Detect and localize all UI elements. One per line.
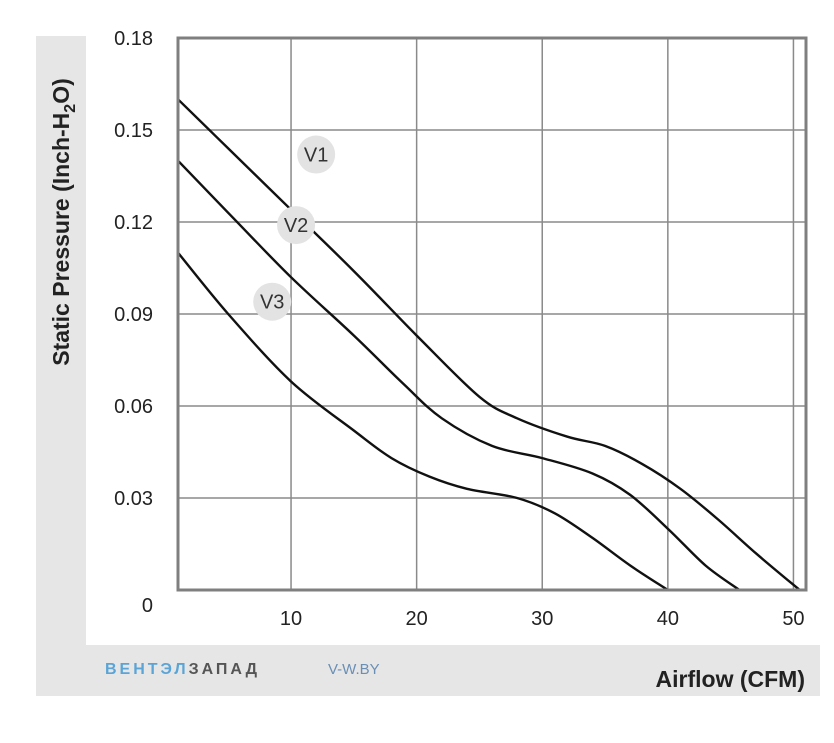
y-tick-label: 0.03 [114, 488, 153, 510]
y-tick-label: 0.15 [114, 120, 153, 142]
curve-label-v3: V3 [253, 282, 292, 321]
chart-frame-bottom [36, 645, 820, 696]
y-axis-label: Static Pressure (Inch-H2O) [48, 78, 79, 366]
plot-border [176, 36, 808, 592]
y-tick-label: 0 [142, 595, 153, 617]
curve-label-circle [277, 206, 316, 245]
curve-labels: V1 V2 V3 [253, 135, 336, 321]
x-tick-label: 40 [657, 608, 679, 630]
y-tick-label: 0.12 [114, 212, 153, 234]
x-tick-label: 10 [280, 608, 302, 630]
grid-lines [178, 38, 806, 590]
y-tick-label: 0.18 [114, 28, 153, 50]
x-tick-label: 20 [406, 608, 428, 630]
brand-url: V-W.BY [328, 661, 380, 678]
tick-labels: 10 20 30 40 50 0 0.03 0.06 0.09 0.12 0.15 0.18 [114, 28, 805, 630]
chart-frame-left [36, 36, 86, 696]
brand-name-part1: ВЕНТЭЛ [105, 661, 189, 678]
x-tick-label: 50 [782, 608, 804, 630]
curve-label-v1: V1 [297, 135, 336, 174]
x-tick-label: 30 [531, 608, 553, 630]
curve-v2 [177, 159, 741, 591]
curve-label-circle [253, 282, 292, 321]
curve-label-text: V3 [260, 292, 284, 314]
brand-name-part2: ЗАПАД [189, 661, 260, 678]
curve-label-text: V1 [304, 145, 328, 167]
curve-label-text: V2 [284, 215, 308, 237]
brand-name: ВЕНТЭЛЗАПАД [105, 661, 260, 678]
curve-label-circle [297, 135, 336, 174]
x-axis-label: Airflow (CFM) [656, 666, 805, 692]
curve-label-v2: V2 [277, 206, 316, 245]
y-tick-label: 0.09 [114, 304, 153, 326]
y-tick-label: 0.06 [114, 396, 153, 418]
curve-v3 [177, 251, 669, 592]
